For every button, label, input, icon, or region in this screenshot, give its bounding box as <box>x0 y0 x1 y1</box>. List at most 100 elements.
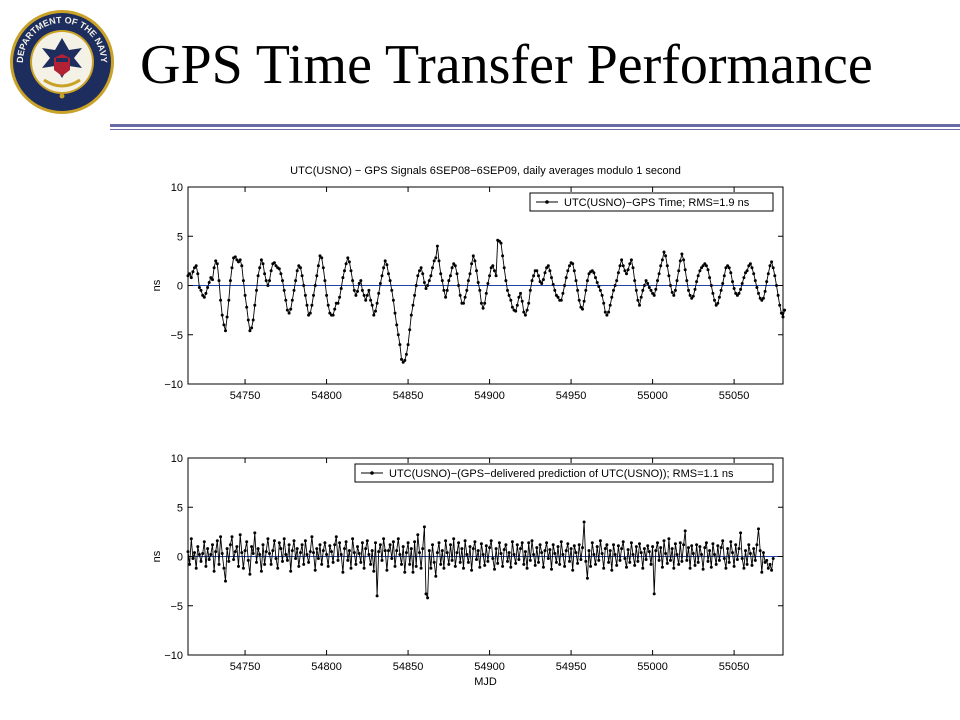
data-point <box>761 551 765 555</box>
data-point <box>227 559 231 563</box>
data-point <box>452 262 456 266</box>
data-point <box>644 279 648 283</box>
data-point <box>639 295 643 299</box>
x-tick-label: 55000 <box>637 661 668 673</box>
data-point <box>605 313 609 317</box>
data-point <box>478 565 482 569</box>
data-point <box>387 549 390 553</box>
data-point <box>703 546 707 550</box>
data-point <box>530 539 534 543</box>
data-point <box>527 541 531 545</box>
data-point <box>585 279 589 283</box>
x-tick-label: 54750 <box>230 661 261 673</box>
data-point <box>538 543 542 547</box>
data-point <box>569 547 573 551</box>
data-point <box>481 306 485 310</box>
data-point <box>450 558 454 562</box>
data-point <box>639 551 643 555</box>
data-point <box>240 551 244 555</box>
data-point <box>603 547 607 551</box>
data-point <box>354 562 358 566</box>
data-point <box>488 546 492 550</box>
data-point <box>248 572 252 576</box>
data-point <box>607 560 611 564</box>
data-point <box>600 293 604 297</box>
data-point <box>678 259 682 263</box>
data-point <box>693 287 697 291</box>
data-point <box>422 281 426 284</box>
data-point <box>473 540 477 544</box>
data-point <box>191 557 195 560</box>
data-point <box>582 520 586 524</box>
data-point <box>667 537 671 541</box>
x-tick-label: 55050 <box>719 390 750 402</box>
data-point <box>346 558 350 562</box>
data-point <box>649 288 653 292</box>
data-point <box>225 315 229 319</box>
data-point <box>403 570 407 574</box>
data-point <box>406 343 410 347</box>
data-point <box>318 543 322 547</box>
data-point <box>320 562 324 566</box>
chart-1: UTC(USNO) − GPS Signals 6SEP08−6SEP09, d… <box>151 165 787 402</box>
data-point <box>620 258 624 262</box>
data-point <box>194 264 198 268</box>
data-point <box>202 540 206 544</box>
data-point <box>695 543 699 547</box>
data-point <box>274 557 278 560</box>
data-point <box>429 566 433 570</box>
data-point <box>321 266 325 270</box>
data-point <box>235 545 239 549</box>
data-point <box>352 551 356 555</box>
data-point <box>336 558 340 562</box>
data-point <box>519 291 522 295</box>
x-tick-label: 55000 <box>637 390 668 402</box>
data-point <box>732 564 736 568</box>
data-point <box>779 311 783 315</box>
data-point <box>757 527 760 531</box>
data-point <box>367 553 371 556</box>
data-point <box>426 284 430 287</box>
data-point <box>664 254 668 258</box>
data-point <box>305 553 309 556</box>
data-point <box>308 311 312 315</box>
data-point <box>346 256 350 260</box>
data-point <box>382 266 386 270</box>
data-point <box>449 274 452 278</box>
data-point <box>445 551 449 555</box>
data-point <box>669 284 672 287</box>
data-point <box>579 558 583 561</box>
data-point <box>636 559 640 563</box>
data-point <box>465 288 469 292</box>
data-point <box>750 266 754 270</box>
data-point <box>509 565 513 569</box>
data-point <box>584 288 588 292</box>
data-point <box>272 539 276 543</box>
data-point <box>217 562 221 566</box>
data-point <box>620 547 624 551</box>
data-point <box>388 543 392 547</box>
data-point <box>654 287 658 291</box>
data-point <box>731 280 734 284</box>
data-point <box>268 279 271 283</box>
data-point <box>636 298 640 302</box>
data-point <box>691 294 695 298</box>
data-point <box>347 549 351 553</box>
data-point <box>307 560 311 564</box>
data-point <box>685 279 689 283</box>
data-point <box>768 264 772 268</box>
title-rule-thin <box>110 129 960 130</box>
legend: UTC(USNO)−GPS Time; RMS=1.9 ns <box>529 192 774 212</box>
data-point <box>250 326 254 330</box>
data-point <box>251 552 255 555</box>
data-point <box>434 574 438 578</box>
series-markers <box>186 238 787 364</box>
data-point <box>594 562 597 566</box>
data-point <box>541 278 545 282</box>
data-point <box>608 549 612 553</box>
y-tick-label: 10 <box>171 182 183 194</box>
data-point <box>652 293 656 297</box>
data-point <box>214 259 218 263</box>
series-line <box>187 239 786 364</box>
data-point <box>691 552 695 555</box>
